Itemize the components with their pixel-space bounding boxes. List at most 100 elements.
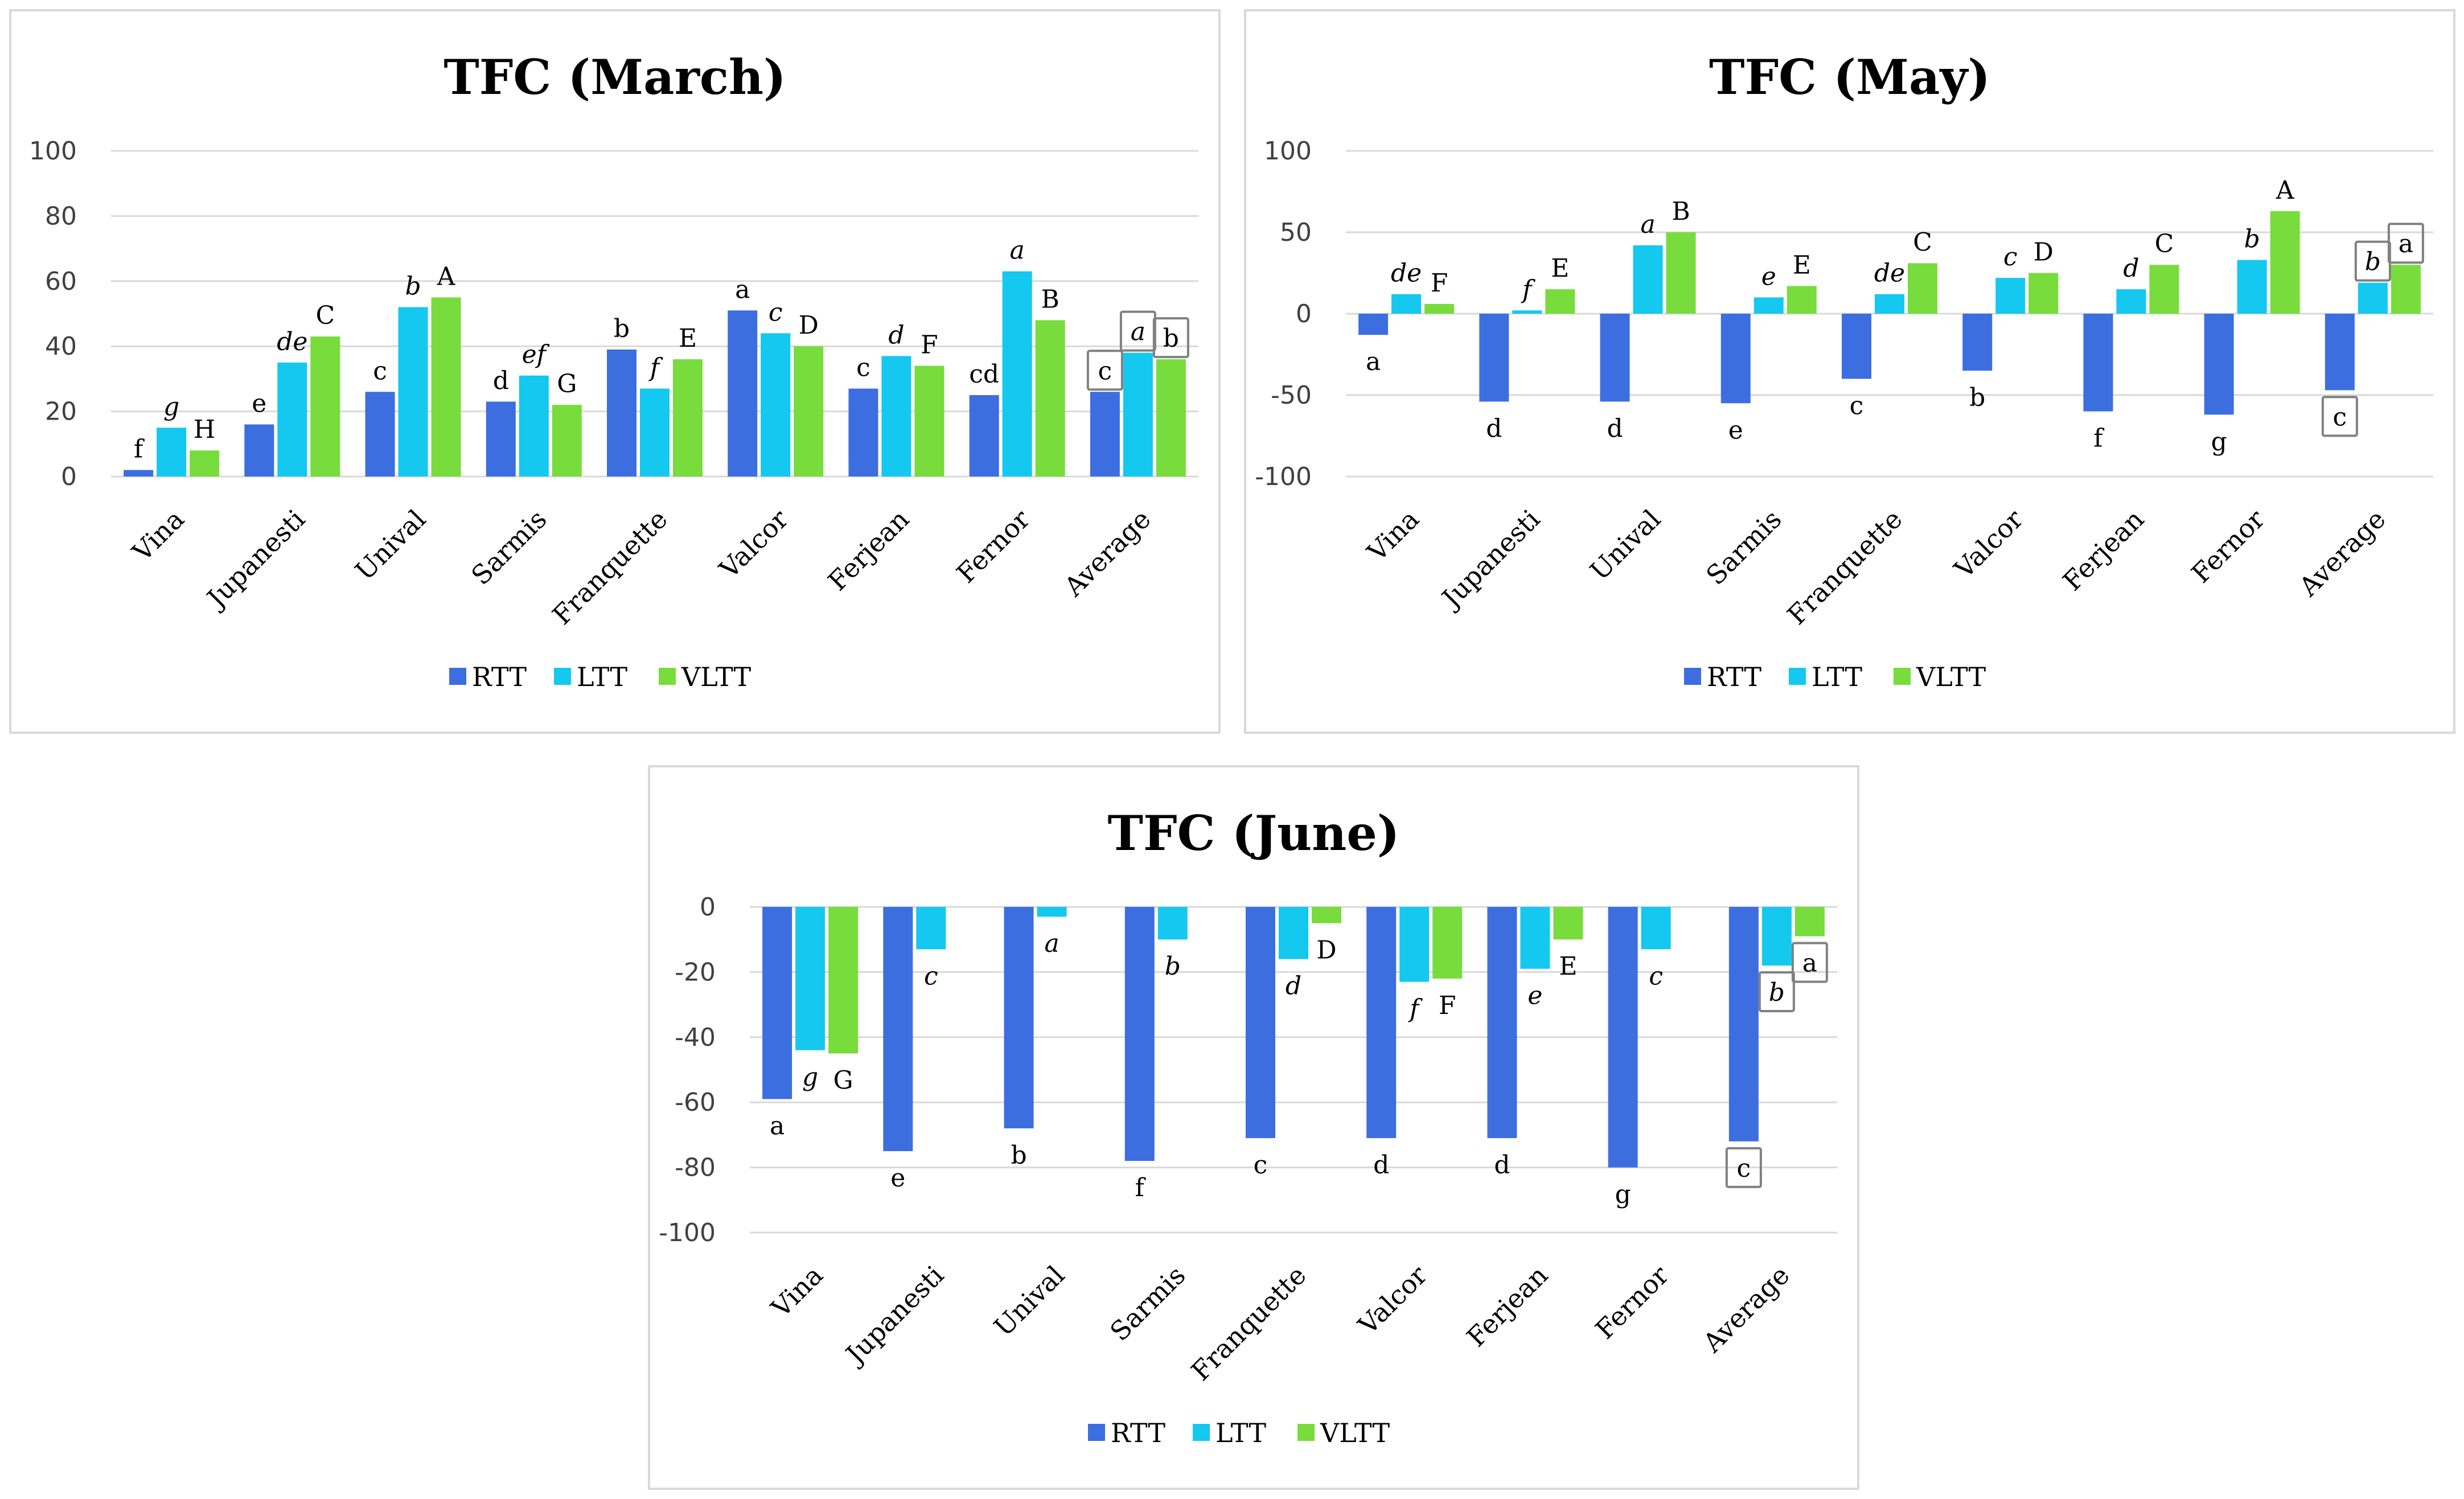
significance-label: c bbox=[373, 356, 387, 385]
bar-rtt-jupanesti bbox=[244, 424, 274, 477]
bar-rtt-franquette bbox=[1246, 907, 1275, 1139]
category-label: Ferjean bbox=[822, 504, 915, 597]
significance-label: D bbox=[1316, 936, 1336, 965]
significance-label: c bbox=[1850, 391, 1864, 420]
y-tick-label: 40 bbox=[45, 332, 77, 361]
significance-label: c bbox=[924, 962, 938, 991]
category-label: Fernor bbox=[951, 504, 1036, 589]
bar-rtt-average bbox=[1728, 907, 1759, 1141]
significance-label: d bbox=[888, 321, 904, 350]
significance-label: e bbox=[1761, 262, 1776, 291]
category-label: Jupanesti bbox=[200, 504, 311, 615]
significance-label: a bbox=[1640, 210, 1655, 239]
category-label: Unival bbox=[1584, 504, 1666, 586]
significance-label: D bbox=[799, 311, 819, 340]
bar-rtt-vina bbox=[762, 907, 792, 1099]
significance-label: c bbox=[856, 354, 870, 383]
chart-panel-march: TFC (March) 0 20 40 60 80 100 f e c d b a c cd c g de b ef f… bbox=[9, 9, 1221, 734]
significance-label: c bbox=[1649, 962, 1663, 991]
legend-label-rtt: RTT bbox=[472, 662, 527, 692]
legend-label-vltt: VLTT bbox=[1916, 662, 1986, 692]
chart-title: TFC (March) bbox=[443, 49, 786, 105]
bar-ltt-average bbox=[2358, 282, 2388, 314]
bar-rtt-sarmis bbox=[1124, 907, 1155, 1161]
bar-rtt-ferjean bbox=[1487, 907, 1517, 1139]
y-tick-label: -60 bbox=[675, 1088, 716, 1117]
chart-title: TFC (May) bbox=[1709, 49, 1990, 105]
significance-label: F bbox=[1431, 269, 1448, 298]
legend-swatch-rtt bbox=[449, 668, 466, 685]
y-tick-label: -50 bbox=[1271, 381, 1312, 410]
significance-label: ef bbox=[522, 340, 550, 369]
category-label: Fernor bbox=[1590, 1260, 1675, 1345]
category-label: Sarmis bbox=[465, 504, 552, 591]
significance-label: d bbox=[1286, 972, 1301, 1001]
legend-swatch-rtt bbox=[1684, 668, 1701, 685]
bar-ltt-jupanesti bbox=[1512, 310, 1542, 314]
category-label: Ferjean bbox=[1461, 1260, 1554, 1353]
significance-label: B bbox=[1041, 285, 1059, 314]
bar-rtt-franquette bbox=[607, 349, 636, 477]
bar-vltt-jupanesti bbox=[310, 336, 340, 477]
category-label: Average bbox=[2293, 504, 2392, 603]
y-tick-label: 0 bbox=[61, 462, 77, 491]
bar-rtt-unival bbox=[1004, 907, 1034, 1128]
significance-label: D bbox=[2034, 238, 2054, 267]
category-label: Vina bbox=[126, 504, 190, 568]
significance-label: cd bbox=[969, 360, 999, 389]
category-label: Valcor bbox=[1948, 504, 2029, 585]
bar-rtt-fernor bbox=[969, 395, 999, 477]
bar-rtt-vina bbox=[1358, 314, 1389, 335]
bar-rtt-franquette bbox=[1842, 314, 1871, 379]
bar-ltt-valcor bbox=[761, 333, 791, 477]
significance-label: g bbox=[163, 392, 179, 421]
bar-vltt-average bbox=[1794, 907, 1825, 937]
y-tick-label: -80 bbox=[675, 1153, 716, 1182]
significance-label: a bbox=[1010, 236, 1025, 265]
y-tick-label: 50 bbox=[1280, 218, 1312, 247]
significance-label: d bbox=[1373, 1151, 1389, 1180]
legend-label-ltt: LTT bbox=[1812, 662, 1862, 692]
legend-swatch-vltt bbox=[1297, 1424, 1315, 1441]
bar-rtt-average bbox=[1090, 392, 1120, 477]
y-tick-label: 100 bbox=[29, 137, 77, 166]
bar-ltt-valcor bbox=[1995, 278, 2026, 314]
bar-ltt-unival bbox=[1633, 245, 1663, 314]
significance-box bbox=[2387, 223, 2424, 264]
legend-swatch-ltt bbox=[1193, 1424, 1210, 1441]
average-significance-label: b bbox=[1769, 978, 1785, 1007]
significance-box bbox=[1725, 1147, 1762, 1188]
significance-box bbox=[2321, 396, 2358, 437]
bar-vltt-franquette bbox=[673, 359, 703, 477]
bar-vltt-unival bbox=[1666, 232, 1696, 314]
bar-ltt-average bbox=[1761, 907, 1792, 966]
significance-label: a bbox=[735, 275, 750, 304]
bar-vltt-vina bbox=[1424, 303, 1455, 314]
category-label: Franquette bbox=[1185, 1260, 1312, 1387]
bar-rtt-fernor bbox=[2204, 314, 2234, 415]
legend-label-ltt: LTT bbox=[1215, 1418, 1266, 1448]
legend-swatch-rtt bbox=[1088, 1424, 1105, 1441]
bar-ltt-franquette bbox=[1279, 907, 1308, 959]
bar-vltt-jupanesti bbox=[1545, 289, 1575, 314]
bar-ltt-vina bbox=[157, 428, 187, 477]
significance-label: E bbox=[1551, 254, 1569, 283]
y-tick-label: 80 bbox=[45, 202, 77, 231]
bar-ltt-sarmis bbox=[519, 375, 549, 477]
legend-label-ltt: LTT bbox=[577, 662, 627, 692]
bar-vltt-franquette bbox=[1312, 907, 1341, 923]
significance-box bbox=[1086, 350, 1123, 391]
significance-label: e bbox=[1527, 981, 1542, 1011]
significance-label: H bbox=[194, 415, 215, 444]
category-label: Franquette bbox=[1781, 504, 1908, 631]
significance-box bbox=[1758, 971, 1795, 1012]
y-tick-label: 100 bbox=[1264, 137, 1312, 166]
legend-swatch-vltt bbox=[659, 668, 676, 685]
bar-vltt-sarmis bbox=[1787, 286, 1817, 314]
category-label: Sarmis bbox=[1700, 504, 1787, 591]
y-tick-label: -100 bbox=[659, 1218, 716, 1247]
bar-rtt-unival bbox=[365, 392, 395, 477]
bar-vltt-unival bbox=[431, 297, 461, 477]
significance-label: f bbox=[648, 354, 663, 383]
